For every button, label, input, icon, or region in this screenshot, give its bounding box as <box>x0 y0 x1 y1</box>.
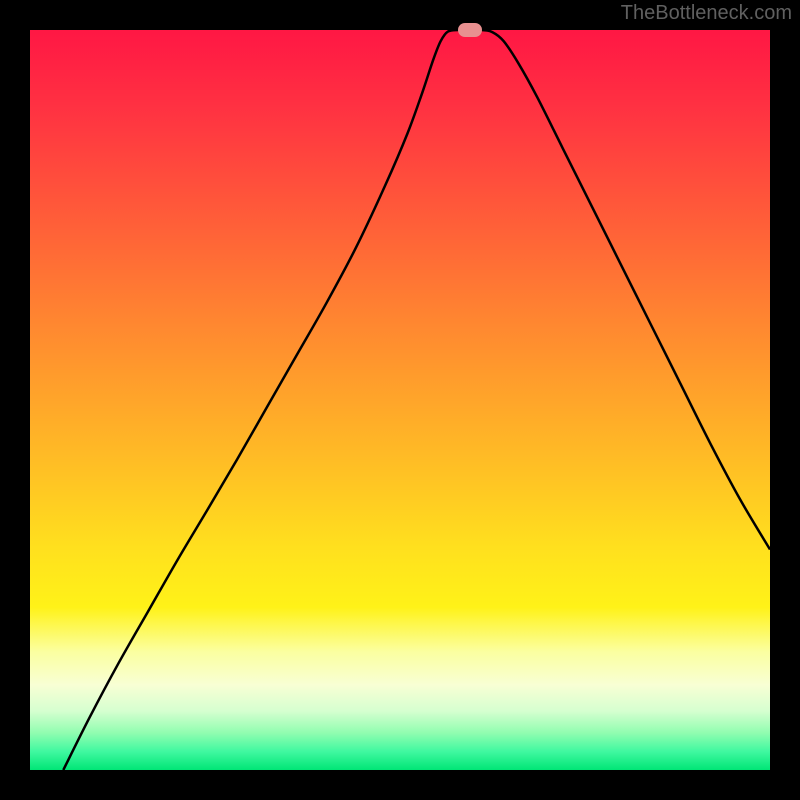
plot-area <box>30 30 770 770</box>
watermark-text: TheBottleneck.com <box>621 2 792 25</box>
bottleneck-curve <box>30 30 770 770</box>
optimal-marker <box>458 23 482 37</box>
